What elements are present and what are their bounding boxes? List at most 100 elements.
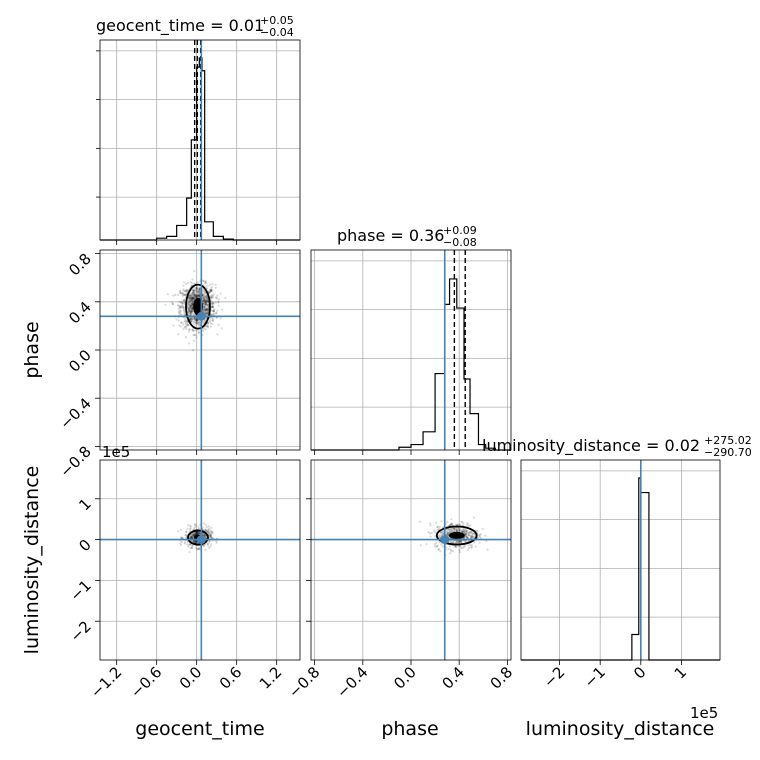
- scatter-phase-vs-geocent_time-sample-point: [212, 309, 215, 313]
- scatter-phase-vs-geocent_time-sample-point: [193, 296, 196, 299]
- scatter-luminosity_distance-vs-phase-xtick-label-3: 0.4: [438, 663, 468, 693]
- scatter-luminosity_distance-vs-phase-xtick-label-4: 0.8: [487, 663, 517, 693]
- scatter-phase-vs-geocent_time-sample-point: [193, 270, 196, 273]
- scatter-phase-vs-geocent_time-sample-point: [188, 311, 191, 314]
- scatter-luminosity_distance-vs-phase-sample-point: [463, 530, 467, 533]
- scatter-phase-vs-geocent_time-sample-point: [182, 299, 185, 302]
- scatter-phase-vs-geocent_time-sample-point: [189, 309, 193, 312]
- scatter-phase-vs-geocent_time-sample-point: [184, 326, 187, 329]
- scatter-luminosity_distance-vs-phase-sample-point: [452, 527, 455, 530]
- scatter-phase-vs-geocent_time-sample-point: [193, 292, 196, 295]
- scatter-luminosity_distance-vs-geocent_time-sample-point: [187, 545, 190, 548]
- scatter-luminosity_distance-vs-phase-sample-point: [448, 531, 451, 534]
- scatter-luminosity_distance-vs-phase-sample-point: [464, 533, 467, 536]
- scatter-phase-vs-geocent_time-sample-point: [190, 308, 193, 311]
- scatter-luminosity_distance-vs-geocent_time-sample-point: [197, 547, 200, 550]
- scatter-phase-vs-geocent_time-sample-point: [178, 300, 181, 304]
- scatter-phase-vs-geocent_time-sample-point: [182, 293, 185, 296]
- scatter-phase-vs-geocent_time-sample-point: [188, 304, 191, 307]
- scatter-phase-vs-geocent_time-sample-point: [190, 297, 194, 300]
- scatter-phase-vs-geocent_time-sample-point: [205, 303, 208, 306]
- hist-luminosity_distance-xtick-label-1: −1: [581, 663, 609, 691]
- scatter-luminosity_distance-vs-phase-sample-point: [446, 520, 449, 523]
- scatter-luminosity_distance-vs-geocent_time-sample-point: [189, 527, 192, 530]
- scatter-phase-vs-geocent_time-sample-point: [172, 324, 175, 327]
- scatter-phase-vs-geocent_time-sample-point: [185, 289, 188, 292]
- scatter-phase-vs-geocent_time-sample-point: [203, 321, 206, 324]
- scatter-phase-vs-geocent_time-sample-point: [209, 289, 213, 292]
- scatter-luminosity_distance-vs-phase-sample-point: [448, 530, 452, 533]
- scatter-phase-vs-geocent_time-sample-point: [189, 281, 192, 284]
- scatter-luminosity_distance-vs-geocent_time-sample-point: [191, 533, 195, 536]
- scatter-phase-vs-geocent_time-sample-point: [194, 295, 197, 299]
- scatter-phase-vs-geocent_time-sample-point: [211, 316, 214, 319]
- scatter-phase-vs-geocent_time-sample-point: [203, 319, 207, 323]
- scatter-phase-vs-geocent_time-sample-point: [191, 309, 195, 312]
- scatter-phase-vs-geocent_time-sample-point: [188, 298, 191, 301]
- scatter-luminosity_distance-vs-geocent_time-sample-point: [190, 534, 193, 537]
- scatter-phase-vs-geocent_time-sample-point: [195, 321, 199, 325]
- scatter-phase-vs-geocent_time-sample-point: [191, 293, 194, 297]
- scatter-phase-vs-geocent_time-sample-point: [189, 311, 192, 315]
- scatter-phase-vs-geocent_time-sample-point: [195, 295, 199, 298]
- scatter-luminosity_distance-vs-geocent_time-sample-point: [205, 542, 209, 545]
- scatter-phase-vs-geocent_time-sample-point: [203, 305, 206, 308]
- scatter-luminosity_distance-vs-phase-sample-point: [471, 532, 474, 535]
- scatter-phase-vs-geocent_time-sample-point: [204, 303, 207, 306]
- scatter-phase-vs-geocent_time-sample-point: [178, 305, 182, 308]
- scatter-luminosity_distance-vs-phase-sample-point: [447, 531, 450, 535]
- scatter-phase-vs-geocent_time-sample-point: [191, 296, 194, 299]
- scatter-luminosity_distance-vs-phase-sample-point: [452, 541, 455, 544]
- scatter-phase-vs-geocent_time-sample-point: [212, 293, 216, 296]
- scatter-luminosity_distance-vs-phase-sample-point: [439, 531, 443, 534]
- scatter-phase-vs-geocent_time-sample-point: [198, 287, 201, 291]
- scatter-phase-vs-geocent_time-sample-point: [205, 307, 208, 311]
- scatter-luminosity_distance-vs-phase-sample-point: [438, 535, 441, 538]
- scatter-luminosity_distance-vs-geocent_time-sample-point: [195, 531, 199, 534]
- scatter-phase-vs-geocent_time-sample-point: [204, 305, 207, 308]
- scatter-phase-vs-geocent_time-sample-point: [210, 287, 213, 291]
- scatter-phase-vs-geocent_time-sample-point: [183, 312, 186, 315]
- scatter-luminosity_distance-vs-geocent_time-sample-point: [198, 531, 201, 535]
- scatter-phase-vs-geocent_time-sample-point: [191, 298, 194, 301]
- scatter-phase-vs-geocent_time-sample-point: [203, 295, 206, 298]
- scatter-phase-vs-geocent_time-sample-point: [189, 317, 192, 321]
- scatter-luminosity_distance-vs-geocent_time-sample-point: [188, 528, 192, 531]
- scatter-luminosity_distance-vs-geocent_time-sample-point: [208, 535, 211, 538]
- scatter-phase-vs-geocent_time-sample-point: [207, 291, 211, 294]
- scatter-phase-vs-geocent_time-sample-point: [176, 304, 180, 307]
- scatter-phase-vs-geocent_time-sample-point: [183, 293, 186, 297]
- scatter-phase-vs-geocent_time-sample-point: [206, 301, 209, 304]
- scatter-luminosity_distance-vs-phase-sample-point: [440, 520, 443, 523]
- scatter-luminosity_distance-vs-phase-sample-point: [446, 533, 449, 536]
- scatter-luminosity_distance-vs-phase-sample-point: [450, 518, 453, 521]
- scatter-phase-vs-geocent_time-sample-point: [184, 294, 187, 297]
- scatter-phase-vs-geocent_time-sample-point: [196, 321, 199, 325]
- scatter-phase-vs-geocent_time-sample-point: [189, 295, 192, 298]
- scatter-phase-vs-geocent_time-sample-point: [190, 297, 193, 300]
- scatter-phase-vs-geocent_time-sample-point: [189, 303, 192, 307]
- scatter-phase-vs-geocent_time-sample-point: [180, 313, 183, 316]
- y-axis-label-phase: phase: [21, 321, 43, 378]
- scatter-phase-vs-geocent_time-sample-point: [177, 310, 180, 314]
- scatter-phase-vs-geocent_time-sample-point: [182, 299, 186, 302]
- scatter-luminosity_distance-vs-phase-sample-point: [465, 536, 469, 539]
- scatter-luminosity_distance-vs-phase-sample-point: [452, 540, 455, 544]
- scatter-luminosity_distance-vs-phase-sample-point: [441, 532, 444, 535]
- scatter-luminosity_distance-vs-phase-sample-point: [458, 528, 461, 531]
- scatter-luminosity_distance-vs-geocent_time-sample-point: [192, 532, 196, 535]
- scatter-phase-vs-geocent_time-ytick-label-2: 0.0: [65, 346, 95, 376]
- scatter-luminosity_distance-vs-phase-sample-point: [455, 529, 459, 532]
- scatter-phase-vs-geocent_time-sample-point: [190, 319, 193, 322]
- scatter-luminosity_distance-vs-phase-sample-point: [460, 530, 463, 533]
- scatter-luminosity_distance-vs-geocent_time-sample-point: [188, 550, 191, 554]
- scatter-phase-vs-geocent_time-sample-point: [196, 289, 199, 292]
- scatter-phase-vs-geocent_time-sample-point: [190, 298, 193, 302]
- scatter-luminosity_distance-vs-geocent_time-sample-point: [209, 533, 212, 536]
- scatter-phase-vs-geocent_time-sample-point: [203, 300, 206, 303]
- scatter-phase-vs-geocent_time-sample-point: [202, 310, 205, 313]
- scatter-phase-vs-geocent_time-truth-marker: [196, 311, 206, 321]
- scatter-phase-vs-geocent_time-sample-point: [191, 308, 194, 311]
- scatter-phase-vs-geocent_time-sample-point: [216, 294, 219, 297]
- scatter-luminosity_distance-vs-geocent_time-sample-point: [193, 532, 197, 535]
